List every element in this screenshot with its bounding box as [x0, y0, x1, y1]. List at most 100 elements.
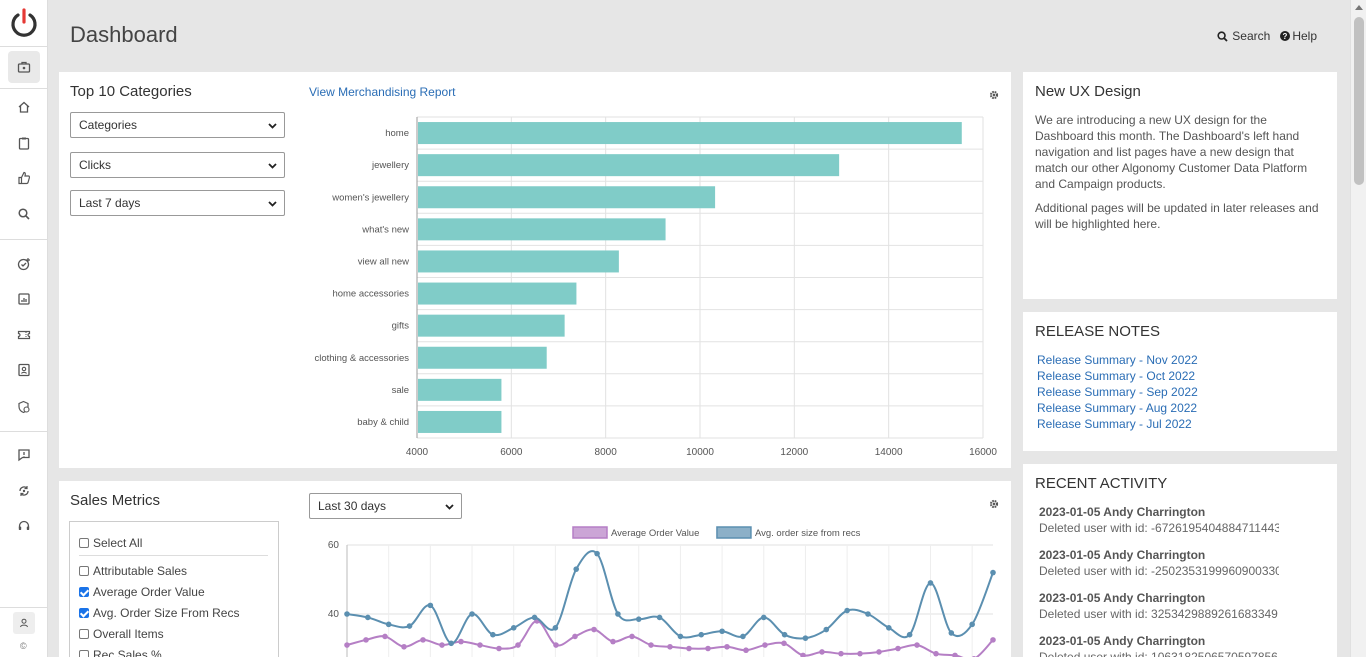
- metric-checkbox-row[interactable]: Average Order Value: [79, 581, 278, 602]
- data-point[interactable]: [531, 614, 538, 621]
- data-point[interactable]: [427, 602, 434, 609]
- bar[interactable]: [418, 378, 502, 401]
- release-summary-link[interactable]: Release Summary - Aug 2022: [1037, 401, 1198, 415]
- data-point[interactable]: [838, 650, 844, 657]
- metric-checkbox-row[interactable]: Avg. Order Size From Recs: [79, 602, 278, 623]
- sync-icon[interactable]: [12, 479, 36, 503]
- scroll-up-arrow-icon[interactable]: [1355, 4, 1363, 10]
- bar[interactable]: [418, 154, 840, 177]
- scrollbar-thumb[interactable]: [1354, 17, 1364, 185]
- data-point[interactable]: [515, 642, 521, 648]
- data-point[interactable]: [510, 625, 517, 631]
- data-point[interactable]: [610, 638, 616, 645]
- data-point[interactable]: [363, 637, 369, 643]
- sales-period-select[interactable]: Last 30 days: [309, 493, 462, 519]
- data-point[interactable]: [819, 649, 825, 655]
- data-point[interactable]: [781, 631, 788, 638]
- data-point[interactable]: [629, 633, 635, 640]
- data-point[interactable]: [667, 643, 673, 650]
- data-point[interactable]: [781, 640, 787, 647]
- data-point[interactable]: [385, 621, 392, 628]
- home-icon[interactable]: [12, 95, 36, 119]
- data-point[interactable]: [677, 633, 684, 640]
- contact-icon[interactable]: [12, 358, 36, 382]
- period-select[interactable]: Last 7 days: [70, 190, 285, 216]
- bar[interactable]: [418, 346, 547, 369]
- metric-checkbox-row[interactable]: Overall Items: [79, 623, 278, 644]
- dashboard-icon[interactable]: [8, 51, 40, 83]
- checkbox[interactable]: [79, 649, 89, 657]
- data-point[interactable]: [420, 637, 426, 643]
- data-point[interactable]: [552, 625, 559, 631]
- data-point[interactable]: [635, 616, 642, 622]
- bar[interactable]: [418, 122, 962, 145]
- settings-shield-icon[interactable]: [12, 395, 36, 419]
- data-point[interactable]: [906, 631, 913, 638]
- data-point[interactable]: [844, 607, 850, 614]
- data-point[interactable]: [760, 614, 767, 621]
- bar[interactable]: [418, 282, 577, 305]
- data-point[interactable]: [719, 628, 725, 635]
- data-point[interactable]: [927, 580, 934, 586]
- clipboard-icon[interactable]: [12, 131, 36, 155]
- release-summary-link[interactable]: Release Summary - Sep 2022: [1037, 385, 1198, 399]
- data-point[interactable]: [490, 631, 496, 638]
- data-point[interactable]: [382, 633, 388, 640]
- header-help-link[interactable]: ? Help: [1280, 29, 1317, 43]
- data-point[interactable]: [705, 645, 711, 652]
- bar[interactable]: [418, 314, 565, 337]
- power-logo[interactable]: [9, 8, 39, 38]
- feedback-icon[interactable]: [12, 443, 36, 467]
- metric-checkbox-row[interactable]: Select All: [79, 532, 278, 553]
- data-point[interactable]: [594, 550, 600, 557]
- release-summary-link[interactable]: Release Summary - Jul 2022: [1037, 417, 1192, 431]
- data-point[interactable]: [648, 642, 654, 648]
- data-point[interactable]: [591, 626, 597, 633]
- checkbox[interactable]: [79, 537, 89, 548]
- release-summary-link[interactable]: Release Summary - Oct 2022: [1037, 369, 1196, 383]
- data-point[interactable]: [698, 631, 705, 638]
- metric-checkbox-row[interactable]: Attributable Sales: [79, 560, 278, 581]
- data-point[interactable]: [344, 642, 350, 648]
- bar[interactable]: [418, 250, 619, 273]
- data-point[interactable]: [344, 611, 350, 617]
- data-point[interactable]: [990, 569, 996, 576]
- user-icon[interactable]: [13, 612, 35, 634]
- merchandising-report-link[interactable]: View Merchandising Report: [309, 85, 456, 99]
- data-point[interactable]: [933, 650, 939, 657]
- metric-select[interactable]: Clicks: [70, 152, 285, 178]
- release-summary-link[interactable]: Release Summary - Nov 2022: [1037, 353, 1198, 367]
- target-icon[interactable]: [12, 252, 36, 276]
- data-point[interactable]: [469, 611, 475, 617]
- bar[interactable]: [418, 218, 666, 241]
- data-point[interactable]: [740, 633, 746, 640]
- page-scrollbar[interactable]: [1350, 0, 1366, 657]
- data-point[interactable]: [615, 611, 621, 617]
- category-select[interactable]: Categories: [70, 112, 285, 138]
- metric-checkbox-row[interactable]: Rec Sales %: [79, 644, 278, 657]
- data-point[interactable]: [886, 625, 892, 631]
- data-point[interactable]: [553, 642, 559, 648]
- data-point[interactable]: [823, 626, 830, 633]
- data-point[interactable]: [802, 635, 809, 641]
- data-point[interactable]: [990, 637, 996, 643]
- data-point[interactable]: [686, 645, 692, 652]
- report-icon[interactable]: [12, 287, 36, 311]
- checkbox[interactable]: [79, 565, 89, 576]
- data-point[interactable]: [914, 642, 920, 648]
- data-point[interactable]: [800, 652, 806, 657]
- data-point[interactable]: [448, 640, 454, 647]
- data-point[interactable]: [876, 649, 882, 655]
- data-point[interactable]: [477, 642, 483, 648]
- bar[interactable]: [418, 186, 716, 209]
- data-point[interactable]: [724, 643, 730, 650]
- header-search-link[interactable]: Search: [1217, 29, 1270, 43]
- data-point[interactable]: [743, 647, 749, 654]
- data-point[interactable]: [406, 623, 413, 629]
- bar[interactable]: [418, 410, 502, 433]
- data-point[interactable]: [496, 645, 502, 652]
- search-icon[interactable]: [12, 202, 36, 226]
- data-point[interactable]: [365, 614, 371, 621]
- data-point[interactable]: [439, 642, 445, 648]
- checkbox[interactable]: [79, 628, 89, 639]
